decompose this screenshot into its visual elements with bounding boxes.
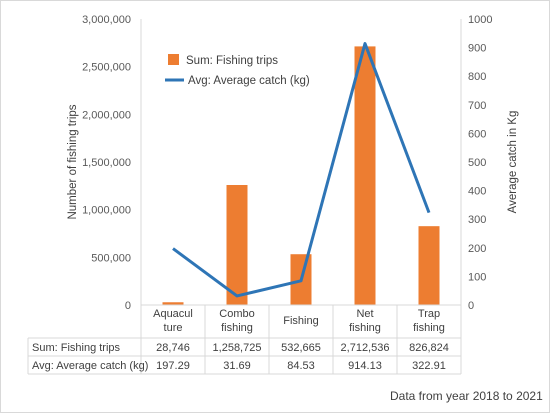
right-tick-label: 100 xyxy=(468,271,486,283)
table-cell-value: 914.13 xyxy=(348,360,382,372)
right-tick-label: 600 xyxy=(468,128,486,140)
table-cell-value: 84.53 xyxy=(287,360,315,372)
table-cell-value: 197.29 xyxy=(156,360,190,372)
right-tick-label: 300 xyxy=(468,214,486,226)
bar-fishing-trips xyxy=(226,185,248,305)
line-average-catch xyxy=(172,42,431,298)
right-tick-label: 800 xyxy=(468,71,486,83)
legend-swatch-fishing-trips xyxy=(168,54,179,65)
table-cell-value: 322.91 xyxy=(412,360,446,372)
left-axis-ticks: 0 500,000 1,000,000 1,500,000 2,000,000 2,500… xyxy=(82,14,131,312)
bar-fishing-trips xyxy=(354,46,376,305)
right-tick-label: 200 xyxy=(468,243,486,255)
table-cell-value: 826,824 xyxy=(409,342,449,354)
right-axis-ticks: 0 100 200 300 400 500 600 700 800 900 1000 xyxy=(468,14,492,312)
bar-fishing-trips xyxy=(162,302,184,305)
category-label: fishing xyxy=(413,322,445,334)
left-tick-label: 2,000,000 xyxy=(82,109,131,121)
right-tick-label: 900 xyxy=(468,43,486,55)
table-cell-value: 2,712,536 xyxy=(341,342,390,354)
legend-label-fishing-trips: Sum: Fishing trips xyxy=(186,55,278,67)
table-row-label: Avg: Average catch (kg) xyxy=(32,360,148,372)
right-tick-label: 700 xyxy=(468,100,486,112)
table-row-label: Sum: Fishing trips xyxy=(32,342,121,354)
left-tick-label: 0 xyxy=(125,300,131,312)
bar-series xyxy=(162,46,440,305)
category-label: fishing xyxy=(349,322,381,334)
line-series xyxy=(172,42,431,298)
table-cell-value: 28,746 xyxy=(156,342,190,354)
left-tick-label: 1,500,000 xyxy=(82,157,131,169)
category-label: ture xyxy=(164,322,183,334)
category-label: Trap xyxy=(418,308,440,320)
category-label: Combo xyxy=(219,308,254,320)
right-tick-label: 0 xyxy=(468,300,474,312)
left-axis-title: Number of fishing trips xyxy=(67,104,79,219)
category-label: Fishing xyxy=(283,315,318,327)
right-tick-label: 500 xyxy=(468,157,486,169)
left-tick-label: 500,000 xyxy=(91,252,131,264)
right-tick-label: 1000 xyxy=(468,14,492,26)
data-table: Aquacul ture Combo fishing Fishing Net fishing… xyxy=(27,304,462,375)
bar-fishing-trips xyxy=(418,226,440,305)
legend: Sum: Fishing trips Avg: Average catch (k… xyxy=(165,54,310,87)
category-label: Aquacul xyxy=(153,308,193,320)
left-tick-label: 1,000,000 xyxy=(82,205,131,217)
right-tick-label: 400 xyxy=(468,186,486,198)
table-cell-value: 532,665 xyxy=(281,342,321,354)
category-label: Net xyxy=(356,308,373,320)
legend-label-average-catch: Avg: Average catch (kg) xyxy=(188,75,310,87)
left-tick-label: 3,000,000 xyxy=(82,14,131,26)
left-tick-label: 2,500,000 xyxy=(82,62,131,74)
date-range-note: Data from year 2018 to 2021 xyxy=(390,389,543,403)
right-axis-title: Average catch in Kg xyxy=(507,111,519,214)
table-cell-value: 1,258,725 xyxy=(213,342,262,354)
table-cell-value: 31.69 xyxy=(223,360,251,372)
category-label: fishing xyxy=(221,322,253,334)
